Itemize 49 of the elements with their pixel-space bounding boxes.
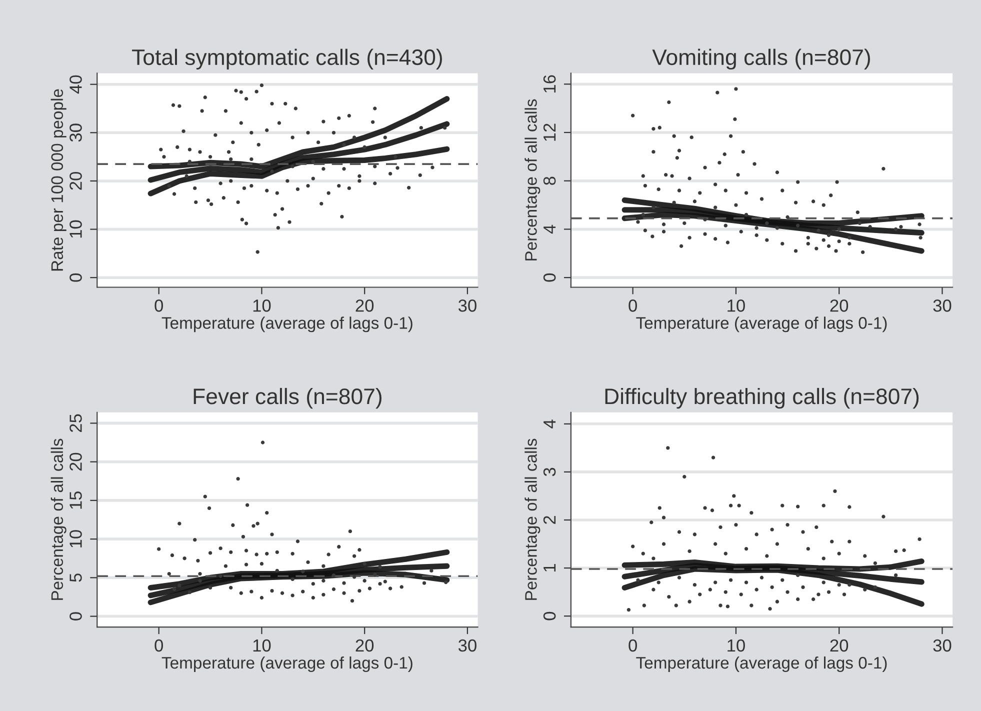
x-axis-title: Temperature (average of lags 0-1) bbox=[162, 656, 412, 672]
y-tick-label: 12 bbox=[543, 124, 556, 141]
x-tick-label: 0 bbox=[154, 300, 163, 312]
y-tick-label: 40 bbox=[70, 75, 82, 94]
x-tick-label: 10 bbox=[728, 639, 745, 652]
y-tick-label: 0 bbox=[70, 273, 82, 282]
y-tick-label: 0 bbox=[543, 612, 556, 620]
x-tick-label: 30 bbox=[933, 639, 952, 652]
x-tick-label: 0 bbox=[628, 300, 637, 312]
chart-title: Total symptomatic calls (n=430) bbox=[132, 48, 442, 70]
x-tick-label: 20 bbox=[830, 639, 848, 652]
chart-title: Difficulty breathing calls (n=807) bbox=[605, 388, 919, 409]
x-tick-label: 0 bbox=[154, 639, 163, 652]
y-tick-label: 25 bbox=[70, 414, 82, 432]
y-tick-label: 8 bbox=[543, 176, 556, 185]
x-tick-label: 30 bbox=[458, 300, 476, 312]
y-tick-label: 0 bbox=[543, 273, 556, 282]
y-tick-label: 5 bbox=[70, 574, 82, 582]
y-tick-label: 4 bbox=[544, 224, 556, 234]
x-tick-label: 10 bbox=[253, 639, 271, 652]
y-tick-label: 10 bbox=[70, 220, 82, 238]
x-axis-title: Temperature (average of lags 0-1) bbox=[636, 656, 887, 672]
y-axis-title: Percentage of all calls bbox=[524, 99, 540, 260]
x-tick-label: 20 bbox=[356, 639, 374, 652]
y-tick-label: 4 bbox=[544, 420, 556, 428]
y-tick-label: 2 bbox=[543, 516, 556, 524]
x-tick-label: 20 bbox=[830, 300, 848, 312]
y-axis-title: Percentage of all calls bbox=[50, 438, 66, 600]
y-axis-title: Percentage of all calls bbox=[524, 438, 540, 600]
y-tick-label: 16 bbox=[543, 75, 556, 92]
y-tick-label: 30 bbox=[70, 124, 82, 142]
y-tick-label: 10 bbox=[70, 530, 82, 548]
y-tick-label: 0 bbox=[70, 612, 82, 620]
x-tick-label: 30 bbox=[458, 639, 476, 652]
y-tick-label: 20 bbox=[70, 452, 82, 471]
y-tick-label: 1 bbox=[544, 564, 556, 572]
x-tick-label: 10 bbox=[728, 300, 745, 312]
x-tick-label: 20 bbox=[356, 300, 374, 312]
x-tick-label: 10 bbox=[253, 300, 271, 312]
y-tick-label: 20 bbox=[70, 172, 82, 190]
x-tick-label: 30 bbox=[933, 300, 952, 312]
y-tick-label: 3 bbox=[543, 468, 556, 476]
y-axis-title: Rate per 100 000 people bbox=[50, 89, 66, 271]
chart-title: Fever calls (n=807) bbox=[194, 388, 382, 409]
chart-title: Vomiting calls (n=807) bbox=[652, 48, 870, 70]
x-axis-title: Temperature (average of lags 0-1) bbox=[162, 316, 412, 332]
x-tick-label: 0 bbox=[628, 639, 637, 652]
x-axis-title: Temperature (average of lags 0-1) bbox=[636, 316, 887, 332]
y-tick-label: 15 bbox=[70, 492, 82, 509]
